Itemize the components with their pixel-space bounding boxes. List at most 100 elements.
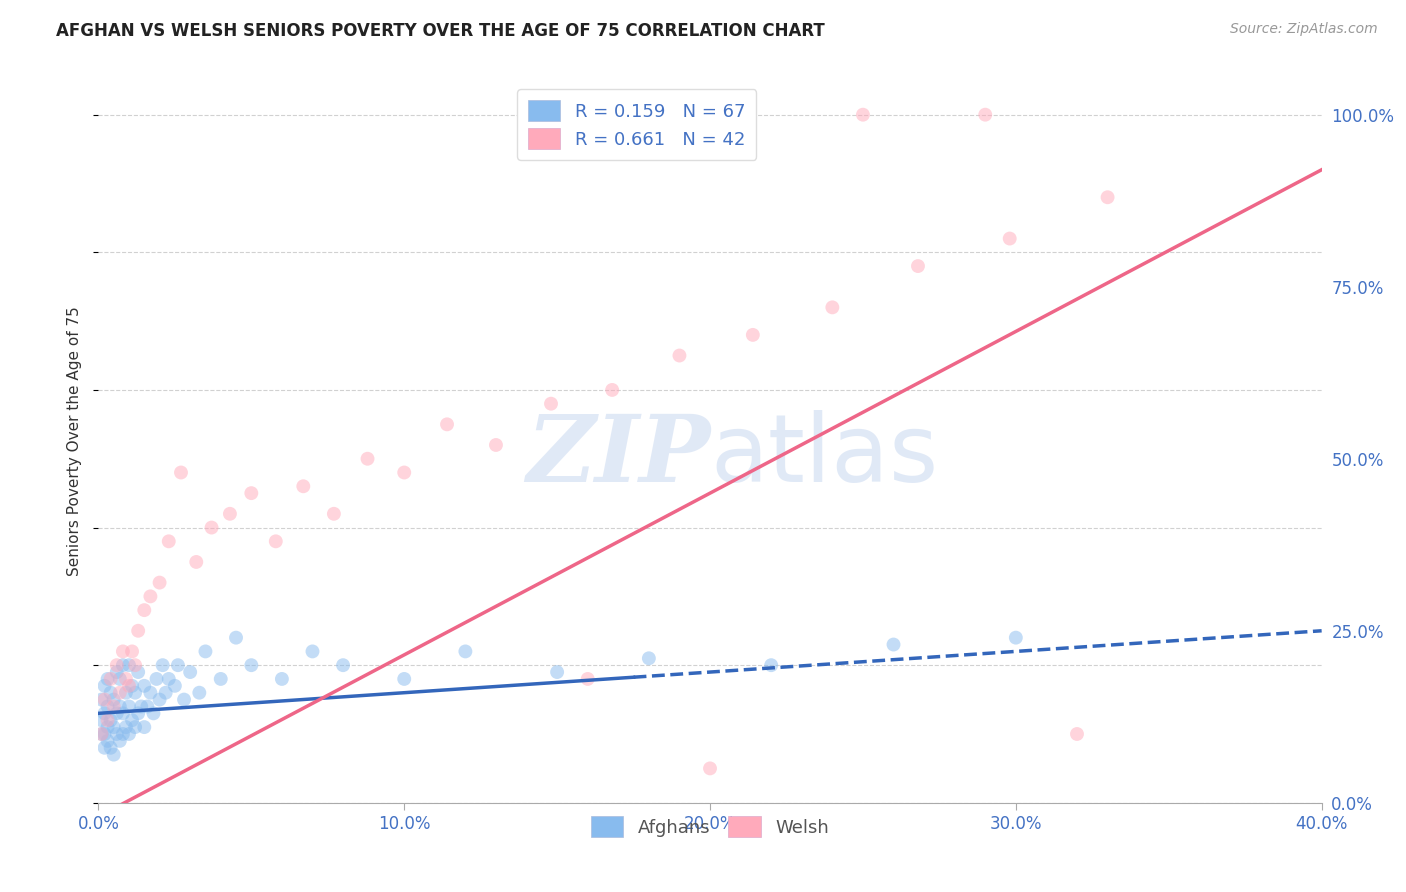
Point: [136, 699, 159, 714]
Point: [821, 301, 844, 315]
Point: [741, 327, 763, 342]
Point: [103, 692, 125, 706]
Point: [97, 713, 120, 727]
Point: [668, 349, 690, 363]
Point: [155, 686, 177, 700]
Point: [270, 672, 292, 686]
Point: [907, 259, 929, 273]
Point: [225, 631, 247, 645]
Point: [149, 692, 172, 706]
Point: [637, 651, 661, 665]
Point: [105, 727, 128, 741]
Point: [93, 706, 115, 721]
Point: [118, 658, 141, 673]
Point: [179, 665, 201, 679]
Point: [322, 507, 344, 521]
Point: [90, 727, 112, 741]
Text: Source: ZipAtlas.com: Source: ZipAtlas.com: [1230, 22, 1378, 37]
Point: [111, 706, 134, 721]
Point: [759, 658, 782, 673]
Point: [1004, 631, 1026, 645]
Point: [97, 672, 120, 686]
Point: [699, 761, 721, 775]
Point: [103, 720, 125, 734]
Point: [97, 734, 120, 748]
Point: [105, 658, 128, 673]
Point: [152, 658, 174, 673]
Point: [100, 686, 122, 700]
Point: [118, 699, 141, 714]
Point: [1097, 190, 1119, 204]
Point: [292, 479, 315, 493]
Y-axis label: Seniors Poverty Over the Age of 75: Seniors Poverty Over the Age of 75: [67, 307, 83, 576]
Point: [540, 397, 562, 411]
Text: ZIP: ZIP: [526, 411, 710, 501]
Point: [142, 706, 165, 721]
Point: [97, 699, 120, 714]
Point: [485, 438, 508, 452]
Point: [121, 644, 143, 658]
Point: [127, 665, 149, 679]
Point: [392, 672, 416, 686]
Point: [240, 486, 263, 500]
Point: [145, 672, 167, 686]
Point: [1066, 727, 1088, 741]
Point: [124, 686, 146, 700]
Legend: Afghans, Welsh: Afghans, Welsh: [583, 809, 837, 845]
Point: [392, 466, 416, 480]
Point: [194, 644, 217, 658]
Point: [97, 720, 120, 734]
Point: [100, 740, 122, 755]
Point: [111, 658, 134, 673]
Point: [127, 706, 149, 721]
Point: [108, 686, 131, 700]
Point: [852, 108, 875, 122]
Point: [883, 638, 905, 652]
Point: [173, 692, 195, 706]
Point: [129, 699, 152, 714]
Point: [301, 644, 323, 658]
Point: [209, 672, 232, 686]
Point: [188, 686, 211, 700]
Point: [103, 747, 125, 762]
Point: [139, 686, 162, 700]
Point: [149, 575, 172, 590]
Point: [93, 692, 115, 706]
Point: [264, 534, 287, 549]
Point: [163, 679, 186, 693]
Point: [186, 555, 208, 569]
Point: [105, 665, 128, 679]
Point: [134, 679, 156, 693]
Point: [139, 590, 162, 604]
Point: [356, 451, 378, 466]
Point: [134, 603, 156, 617]
Point: [111, 644, 134, 658]
Point: [436, 417, 458, 432]
Point: [90, 713, 112, 727]
Point: [124, 658, 146, 673]
Point: [998, 231, 1021, 245]
Point: [105, 706, 128, 721]
Point: [115, 672, 138, 686]
Point: [108, 699, 131, 714]
Text: AFGHAN VS WELSH SENIORS POVERTY OVER THE AGE OF 75 CORRELATION CHART: AFGHAN VS WELSH SENIORS POVERTY OVER THE…: [56, 22, 825, 40]
Point: [454, 644, 477, 658]
Point: [127, 624, 149, 638]
Point: [90, 692, 112, 706]
Point: [170, 466, 193, 480]
Point: [121, 713, 143, 727]
Point: [118, 727, 141, 741]
Point: [157, 534, 180, 549]
Point: [200, 520, 222, 534]
Point: [219, 507, 242, 521]
Point: [332, 658, 354, 673]
Point: [90, 727, 112, 741]
Point: [103, 699, 125, 714]
Point: [240, 658, 263, 673]
Point: [124, 720, 146, 734]
Point: [600, 383, 623, 397]
Point: [93, 679, 115, 693]
Point: [118, 679, 141, 693]
Text: atlas: atlas: [710, 410, 938, 502]
Point: [134, 720, 156, 734]
